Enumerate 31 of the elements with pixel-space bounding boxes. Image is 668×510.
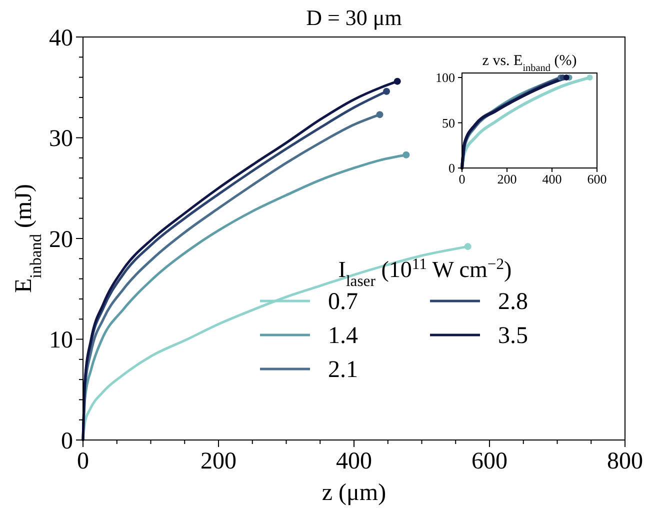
- y-tick-label: 0: [448, 160, 455, 176]
- x-tick-label: 400: [336, 448, 372, 475]
- x-tick-label: 600: [472, 448, 508, 475]
- legend-label: 1.4: [328, 323, 358, 349]
- point: [464, 243, 472, 250]
- chart-title: z vs. E$_{inband}$ (%): [482, 53, 577, 74]
- legend-label: 3.5: [498, 323, 528, 349]
- point: [402, 151, 410, 158]
- legend-label: 2.8: [498, 289, 528, 315]
- legend-label: 2.1: [328, 357, 358, 383]
- legend-label: 0.7: [328, 289, 358, 315]
- x-tick-label: 600: [587, 172, 607, 187]
- point: [383, 88, 390, 95]
- legend-title: I$_{laser}$ (10$^{11}$ W cm$^{−2}$): [338, 256, 512, 290]
- y-tick-label: 40: [49, 25, 73, 52]
- x-tick-label: 800: [607, 448, 643, 475]
- y-tick-label: 0: [61, 428, 73, 454]
- point: [394, 78, 401, 85]
- y-tick-label: 10: [49, 328, 73, 354]
- chart-title: D = 30 μm: [306, 5, 402, 30]
- x-tick-label: 0: [458, 172, 466, 187]
- y-tick-label: 50: [442, 115, 455, 130]
- x-tick-label: 400: [542, 172, 562, 187]
- y-tick-label: 30: [49, 126, 73, 152]
- point: [376, 111, 384, 118]
- x-tick-label: 200: [200, 448, 236, 475]
- x-tick-label: 0: [77, 448, 89, 475]
- y-tick-label: 20: [49, 226, 73, 253]
- y-tick-label: 100: [436, 70, 455, 86]
- x-tick-label: 200: [497, 172, 517, 187]
- x-axis-title: z (μm): [322, 480, 386, 506]
